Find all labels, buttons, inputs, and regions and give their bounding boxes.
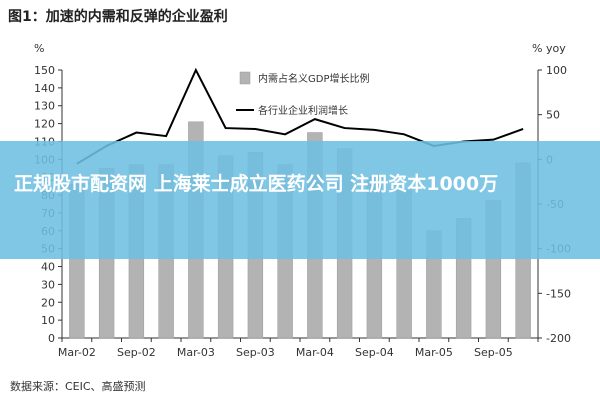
left-axis-unit: % — [34, 42, 44, 55]
right-tick-label: -150 — [546, 287, 571, 300]
x-tick-label: Mar-04 — [296, 346, 334, 359]
left-tick-label: 140 — [34, 82, 55, 95]
left-tick-label: 20 — [41, 296, 55, 309]
chart-source: 数据来源：CEIC、高盛预测 — [10, 380, 146, 393]
x-tick-label: Sep-04 — [355, 346, 394, 359]
legend-bar-label: 内需占名义GDP增长比例 — [258, 72, 369, 85]
right-axis-unit: % yoy — [532, 42, 566, 55]
x-tick-label: Sep-05 — [474, 346, 513, 359]
x-tick-label: Mar-03 — [177, 346, 215, 359]
left-tick-label: 120 — [34, 118, 55, 131]
x-tick-label: Sep-03 — [236, 346, 275, 359]
legend-bar-swatch — [239, 71, 251, 85]
right-tick-label: -200 — [546, 332, 571, 345]
left-tick-label: 150 — [34, 64, 55, 77]
right-tick-label: 50 — [546, 109, 560, 122]
left-tick-label: 0 — [48, 332, 55, 345]
left-tick-label: 10 — [41, 314, 55, 327]
overlay-banner[interactable]: 正规股市配资网 上海莱士成立医药公司 注册资本1000万 — [0, 141, 600, 259]
left-tick-label: 40 — [41, 261, 55, 274]
right-tick-label: 100 — [546, 64, 567, 77]
left-tick-label: 130 — [34, 100, 55, 113]
banner-text[interactable]: 正规股市配资网 上海莱士成立医药公司 注册资本1000万 — [14, 173, 499, 195]
left-tick-label: 30 — [41, 278, 55, 291]
chart-title: 图1：加速的内需和反弹的企业盈利 — [8, 9, 228, 25]
legend-line-label: 各行业企业利润增长 — [258, 104, 348, 117]
x-tick-label: Mar-05 — [415, 346, 453, 359]
x-tick-label: Sep-02 — [117, 346, 156, 359]
x-tick-label: Mar-02 — [58, 346, 96, 359]
